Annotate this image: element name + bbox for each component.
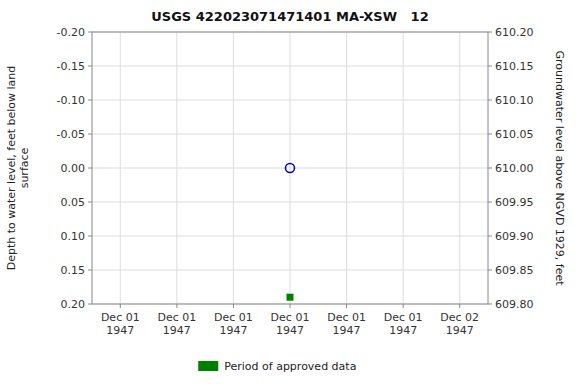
y-tick-label: -0.20 [57, 26, 85, 39]
y-axis-label: Depth to water level, feet below landsur… [5, 66, 31, 271]
y2-tick [488, 168, 492, 169]
grid [92, 32, 488, 304]
point [286, 164, 295, 173]
x-tick-label: Dec 011947 [157, 311, 196, 337]
y-tick-label: -0.05 [57, 128, 85, 141]
y-tick [88, 270, 92, 271]
y2-axis: 610.20 610.15 610.10 610.05 610.00 609.95 609.… [488, 26, 534, 311]
y-axis: -0.20 -0.15 -0.10 -0.05 0.00 0.05 0.10 0.15 0.20 [57, 26, 92, 311]
y2-tick [488, 134, 492, 135]
y2-tick-label: 609.80 [495, 298, 534, 311]
y2-tick [488, 32, 492, 33]
y-tick-label: -0.15 [57, 60, 85, 73]
y-tick [88, 134, 92, 135]
grid-line-x [233, 32, 234, 304]
y-tick [88, 304, 92, 305]
x-tick [290, 304, 291, 308]
y-tick-label: 0.05 [61, 196, 86, 209]
x-axis: Dec 011947 Dec 011947 Dec 011947 Dec 011947… [101, 304, 479, 337]
x-tick-label: Dec 011947 [271, 311, 310, 337]
y2-tick [488, 66, 492, 67]
y2-tick [488, 270, 492, 271]
grid-line-x [346, 32, 347, 304]
y-tick-label: 0.15 [61, 264, 86, 277]
x-tick [233, 304, 234, 308]
y2-tick-label: 609.85 [495, 264, 534, 277]
chart-title: USGS 422023071471401 MA-XSW 12 [151, 9, 428, 24]
y-tick-label: -0.10 [57, 94, 85, 107]
y2-tick [488, 304, 492, 305]
chart-svg: -0.20 -0.15 -0.10 -0.05 0.00 0.05 0.10 0.15 0.20… [0, 0, 576, 384]
y2-tick [488, 236, 492, 237]
y2-tick-label: 610.20 [495, 26, 534, 39]
grid-line-x [120, 32, 121, 304]
y-tick [88, 236, 92, 237]
y2-tick-label: 610.05 [495, 128, 534, 141]
point [287, 294, 294, 301]
grid-line-x [459, 32, 460, 304]
legend-label: Period of approved data [224, 360, 356, 373]
chart-container: -0.20 -0.15 -0.10 -0.05 0.00 0.05 0.10 0.15 0.20… [0, 0, 576, 384]
marks [286, 164, 295, 301]
x-tick [346, 304, 347, 308]
x-tick [403, 304, 404, 308]
y-tick-label: 0.00 [61, 162, 86, 175]
x-tick [176, 304, 177, 308]
y2-tick-label: 610.10 [495, 94, 534, 107]
x-tick-label: Dec 011947 [327, 311, 366, 337]
legend-swatch [198, 361, 218, 371]
y2-tick [488, 100, 492, 101]
y-tick-label: 0.20 [61, 298, 86, 311]
x-tick [459, 304, 460, 308]
y-tick [88, 100, 92, 101]
legend: Period of approved data [198, 360, 356, 373]
grid-line-x [403, 32, 404, 304]
grid-line-x [290, 32, 291, 304]
y2-tick-label: 610.15 [495, 60, 534, 73]
y-tick [88, 66, 92, 67]
y-tick [88, 32, 92, 33]
x-tick-label: Dec 011947 [101, 311, 140, 337]
y-tick [88, 168, 92, 169]
x-tick-label: Dec 011947 [214, 311, 253, 337]
y2-tick [488, 202, 492, 203]
y2-tick-label: 610.00 [495, 162, 534, 175]
y-tick [88, 202, 92, 203]
x-tick [120, 304, 121, 308]
y2-tick-label: 609.90 [495, 230, 534, 243]
x-tick-label: Dec 011947 [384, 311, 423, 337]
grid-line-x [176, 32, 177, 304]
x-tick-label: Dec 021947 [440, 311, 479, 337]
plot-frame [92, 32, 488, 304]
y2-axis-label: Groundwater level above NGVD 1929, feet [553, 50, 566, 286]
y-tick-label: 0.10 [61, 230, 86, 243]
y2-tick-label: 609.95 [495, 196, 534, 209]
